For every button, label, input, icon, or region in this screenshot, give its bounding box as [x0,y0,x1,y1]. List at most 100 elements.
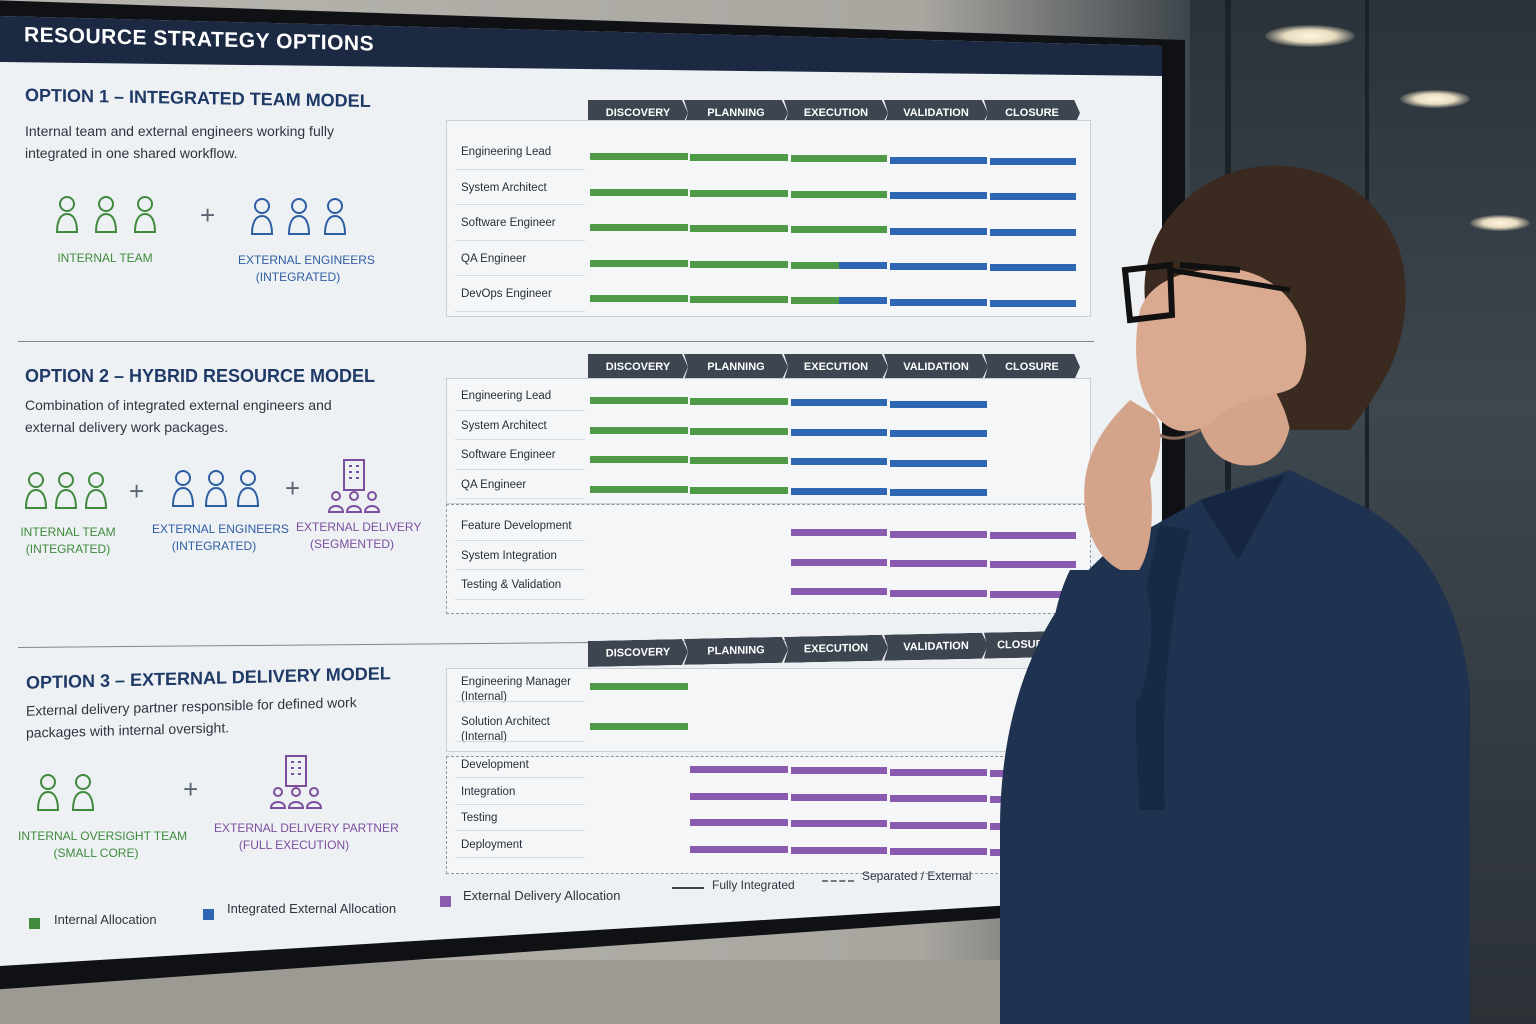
person-icon [55,194,79,234]
row-separator [455,310,585,312]
legend-solid-label: Fully Integrated [712,878,795,892]
legend-solid-line [672,887,704,889]
allocation-bar-external [791,558,887,566]
person-icon [94,194,118,234]
allocation-bar-external [791,846,887,854]
allocation-bar-internal [791,155,887,163]
option2-title: OPTION 2 – HYBRID RESOURCE MODEL [25,366,376,386]
allocation-bar-internal [590,485,688,493]
allocation-bar-external [791,529,887,537]
allocation-bar-integrated [990,193,1076,201]
allocation-bar-integrated [890,227,987,235]
allocation-bar-internal [590,723,688,730]
legend-dashed-label: Separated / External [862,869,972,883]
legend-internal-label: Internal Allocation [54,912,157,927]
option2-external-delivery-label: EXTERNAL DELIVERY (SEGMENTED) [296,520,422,551]
row-separator [455,204,585,206]
plus-icon: + [200,200,216,230]
allocation-bar-external [890,848,987,856]
person-icon [236,468,260,508]
option3-description: External delivery partner responsible fo… [26,694,357,741]
allocation-bar-internal [590,456,688,463]
option1-gantt [446,120,1091,317]
row-separator [455,701,585,702]
gantt-row-label: DevOps Engineer [461,288,552,300]
section-divider [18,341,1094,342]
person-icon [133,194,157,234]
person-icon [287,196,311,236]
man-viewer [1000,165,1470,1024]
option3-external-label: EXTERNAL DELIVERY PARTNER (FULL EXECUTION… [214,821,399,852]
phase-planning: PLANNING [684,637,788,665]
allocation-bar-internal [590,224,688,231]
allocation-bar-integrated [890,156,987,164]
gantt-row-label: Engineering Lead [461,146,552,158]
row-separator [455,777,585,779]
person-icon [84,470,108,510]
person-icon [250,196,274,236]
allocation-bar-integrated [839,261,887,269]
phase-discovery: DISCOVERY [588,354,688,380]
person-icon [36,772,60,812]
person-icon [71,772,95,812]
allocation-bar-external [890,589,987,597]
row-separator [455,569,585,571]
gantt-row-label: Feature Development [461,520,572,532]
gantt-row-label: Development [461,759,529,771]
phase-planning: PLANNING [684,354,788,380]
legend-integrated-swatch [203,909,214,920]
person-icon [24,470,48,510]
allocation-bar-integrated [990,228,1076,236]
allocation-bar-external [791,793,887,801]
allocation-bar-integrated [890,263,987,271]
row-separator [455,598,585,600]
allocation-bar-internal [590,188,688,196]
person-icon [171,468,195,508]
row-separator [455,275,585,277]
option1-internal-label: INTERNAL TEAM [57,251,153,265]
building-team-icon [327,458,381,514]
phase-discovery: DISCOVERY [588,639,688,667]
allocation-bar-internal [690,427,788,435]
allocation-bar-external [690,819,788,827]
allocation-bar-integrated [890,430,987,438]
allocation-bar-internal [690,457,788,465]
allocation-bar-external [990,531,1076,539]
person-icon [204,468,228,508]
allocation-bar-integrated [990,299,1076,307]
option1-description: Internal team and external engineers wor… [25,123,334,161]
allocation-bar-external [890,795,987,803]
gantt-row-label: Testing [461,812,498,824]
gantt-row-label: Deployment [461,838,523,851]
allocation-bar-integrated [890,400,987,408]
allocation-bar-integrated [890,298,987,306]
allocation-bar-external [890,821,987,829]
gantt-row-label: Testing & Validation [461,579,562,591]
allocation-bar-external [690,845,788,853]
allocation-bar-integrated [791,487,887,495]
gantt-row-label: Engineering Manager (Internal) [461,676,571,703]
gantt-row-label: Solution Architect (Internal) [461,716,550,743]
legend-integrated-label: Integrated External Allocation [227,901,397,916]
allocation-bar-internal [690,189,788,197]
building-team-icon [269,754,323,810]
phase-execution: EXECUTION [784,635,888,663]
allocation-bar-integrated [791,458,887,466]
allocation-bar-external [990,561,1076,569]
allocation-bar-integrated [890,192,987,200]
plus-icon: + [285,473,301,503]
plus-icon: + [183,774,199,804]
phase-validation: VALIDATION [884,354,988,380]
person-icon [323,196,347,236]
gantt-row-label: Software Engineer [461,217,556,229]
gantt-row-label: QA Engineer [461,252,527,265]
allocation-bar-integrated [791,428,887,436]
allocation-bar-external [791,588,887,596]
allocation-bar-internal [590,426,688,434]
allocation-bar-internal [590,153,688,160]
row-separator [455,539,585,541]
row-separator [455,830,585,832]
allocation-bar-external [690,792,788,800]
allocation-bar-external [890,560,987,568]
option2-internal-label: INTERNAL TEAM (INTEGRATED) [20,525,116,556]
